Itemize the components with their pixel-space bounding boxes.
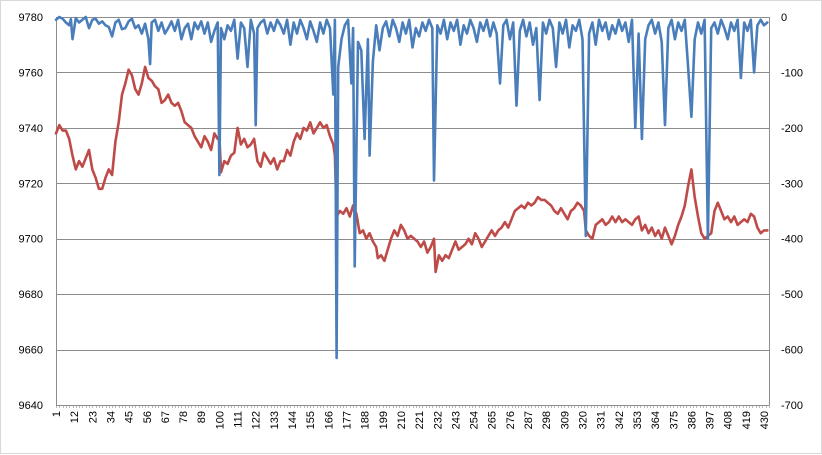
y-left-tick-label: 9740 [19,123,43,135]
x-tick-label: 23 [87,411,99,423]
series-lines [54,15,769,360]
x-tick-label: 243 [450,411,462,429]
x-tick-label: 89 [196,411,208,423]
x-tick-labels: 1 12 23 34 45 56 67 78 89 100 111 122 133 144 155 166 17… [51,411,771,429]
x-tick-label: 1 [51,411,63,417]
y-left-tick-label: 9680 [19,289,43,301]
x-tick-label: 78 [178,411,190,423]
y-left-tick-label: 9780 [19,12,43,24]
x-tick-label: 12 [69,411,81,423]
x-tick-label: 221 [414,411,426,429]
x-tick-label: 309 [559,411,571,429]
x-tick-label: 122 [251,411,263,429]
x-tick-label: 111 [233,411,245,428]
series-line-right-axis [54,15,769,360]
x-tick-label: 166 [323,411,335,429]
x-tick-label: 133 [269,411,281,429]
x-tick-label: 188 [360,411,372,429]
y-right-tick-label: -500 [781,289,803,301]
y-left-tick-label: 9720 [19,178,43,190]
x-tick-label: 56 [142,411,154,423]
axes [56,17,770,408]
gridlines [56,17,769,351]
y-right-tick-label: 0 [781,12,787,24]
x-tick-label: 364 [650,411,662,429]
x-tick-label: 342 [614,411,626,429]
y-left-tick-label: 9640 [19,400,43,412]
x-tick-label: 177 [341,411,353,429]
x-tick-label: 408 [723,411,735,429]
y-right-tick-label: -300 [781,178,803,190]
y-left-tick-label: 9700 [19,234,43,246]
x-tick-label: 265 [487,411,499,429]
right-y-tick-labels: -700 -600 -500 -400 -300 -200 -100 0 [781,12,803,412]
x-tick-label: 353 [632,411,644,429]
x-tick-label: 331 [596,411,608,429]
x-tick-label: 199 [378,411,390,429]
y-right-tick-label: -400 [781,234,803,246]
x-tick-label: 210 [396,411,408,429]
x-tick-label: 276 [505,411,517,429]
x-tick-label: 45 [124,411,136,423]
x-tick-label: 155 [305,411,317,429]
y-right-tick-label: -200 [781,123,803,135]
series-line-left-axis [54,65,769,274]
x-tick-label: 232 [432,411,444,429]
y-left-tick-label: 9760 [19,67,43,79]
x-tick-label: 386 [686,411,698,429]
x-tick-label: 144 [287,411,299,429]
x-tick-label: 287 [523,411,535,429]
left-y-tick-labels: 9640 9660 9680 9700 9720 9740 9760 9780 [19,12,43,412]
x-tick-label: 320 [577,411,589,429]
x-tick-label: 67 [160,411,172,423]
x-tick-label: 397 [705,411,717,429]
x-tick-label: 419 [741,411,753,429]
x-tick-label: 430 [759,411,771,429]
x-tick-label: 100 [214,411,226,429]
x-tick-label: 34 [105,411,117,423]
x-tick-label: 298 [541,411,553,429]
y-right-tick-label: -700 [781,400,803,412]
x-tick-label: 254 [469,411,481,429]
y-right-tick-label: -100 [781,67,803,79]
y-left-tick-label: 9660 [19,345,43,357]
x-tick-label: 375 [668,411,680,429]
y-right-tick-label: -600 [781,345,803,357]
